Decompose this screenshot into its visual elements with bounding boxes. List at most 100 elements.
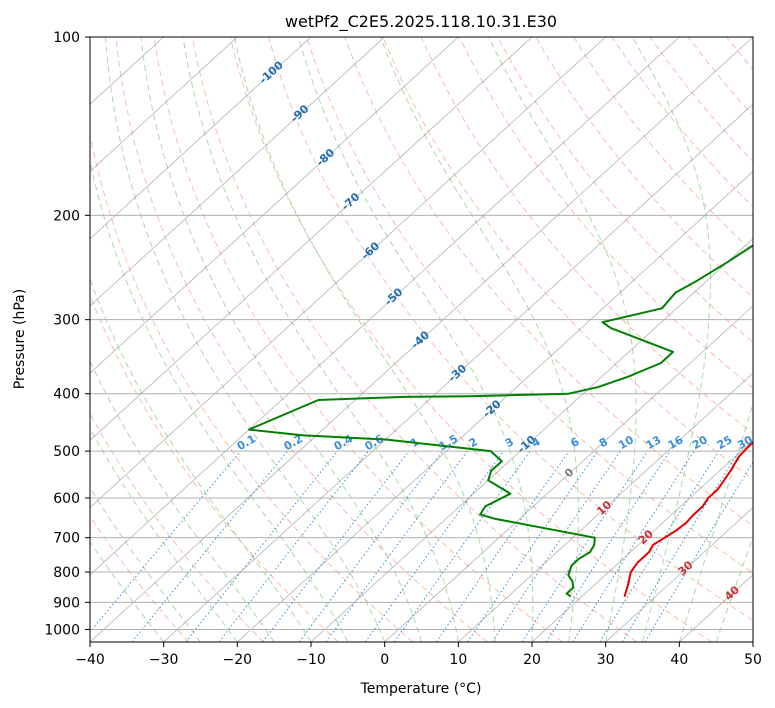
dry-adiabat-line — [344, 37, 753, 527]
y-tick-label: 1000 — [44, 622, 80, 638]
y-axis-title: Pressure (hPa) — [12, 289, 28, 389]
dry-adiabat-line — [535, 37, 753, 298]
mixing-ratio-label: 1.5 — [437, 432, 460, 453]
dry-adiabat-line — [611, 37, 753, 208]
mixing-ratio-line — [491, 450, 621, 642]
moist-adiabat-line — [90, 540, 165, 642]
moist-adiabat-line — [90, 427, 238, 642]
moist-adiabat-line — [715, 535, 753, 642]
mixing-ratio-line — [599, 450, 720, 642]
mixing-ratio-line — [572, 450, 695, 642]
x-tick-label: 50 — [744, 652, 762, 668]
isotherm-line — [163, 103, 753, 642]
isotherm-line — [605, 507, 753, 642]
isotherm-line — [90, 37, 753, 642]
isotherm-line — [531, 439, 753, 642]
temperature-line — [623, 441, 753, 597]
isotherm-line — [90, 37, 238, 172]
moist-adiabat-line — [182, 37, 459, 642]
x-axis: −40 −30 −20 −10 0 10 20 30 40 50 — [75, 642, 762, 668]
mixing-ratio-line — [621, 450, 740, 642]
mixing-ratio-line — [185, 450, 338, 642]
y-tick-label: 100 — [53, 30, 80, 46]
mixing-ratio-line — [90, 450, 242, 633]
moist-adiabat-line — [140, 37, 422, 642]
mixing-ratio-label: 8 — [597, 435, 610, 450]
y-tick-label: 600 — [53, 491, 80, 507]
mixing-ratio-line — [218, 450, 369, 642]
mixing-ratio-label: 6 — [568, 435, 581, 450]
mixing-ratio-label: 0.6 — [362, 432, 386, 453]
x-tick-label: 20 — [523, 652, 541, 668]
isotherm-line — [237, 170, 753, 642]
dry-adiabat-line — [306, 37, 753, 574]
dry-adiabat-line — [496, 37, 753, 344]
isotherm-line — [90, 37, 533, 441]
mixing-ratio-line — [545, 450, 671, 642]
chart-title: wetPf2_C2E5.2025.118.10.31.E30 — [285, 12, 557, 32]
y-tick-label: 700 — [53, 531, 80, 547]
y-tick-label: 900 — [53, 595, 80, 611]
series-lines — [248, 244, 753, 598]
plot-frame — [89, 36, 754, 643]
dry-adiabat-line — [115, 37, 488, 642]
isotherm-line — [458, 372, 753, 642]
moist-adiabat-line — [678, 401, 753, 642]
y-tick-label: 500 — [53, 444, 80, 460]
moist-adiabat-line — [90, 158, 349, 642]
x-tick-label: −20 — [223, 652, 253, 668]
mixing-ratio-label: 25 — [715, 433, 735, 452]
mixing-ratio-line — [131, 450, 288, 642]
moist-adiabat-line — [105, 37, 386, 642]
dry-adiabat-line — [90, 131, 414, 642]
isotherm-line — [752, 641, 753, 642]
isotherm-line — [90, 37, 459, 374]
dry-adiabat-line — [382, 37, 753, 481]
background-lines — [90, 37, 775, 642]
x-tick-label: 30 — [597, 652, 615, 668]
x-tick-label: −40 — [75, 652, 105, 668]
mixing-ratio-line — [364, 450, 505, 642]
mixing-ratio-line — [435, 450, 570, 642]
moist-adiabat-line — [90, 277, 312, 642]
isotherm-line — [90, 37, 680, 576]
isotherm-line — [90, 37, 606, 509]
y-tick-label: 400 — [53, 387, 80, 403]
dry-adiabat-line — [153, 37, 563, 642]
x-tick-label: 0 — [380, 652, 389, 668]
isotherm-line — [90, 37, 385, 307]
mixing-ratio-label: 20 — [690, 433, 710, 452]
mixing-ratio-label: 13 — [644, 433, 664, 452]
moist-adiabat-line — [233, 37, 496, 642]
dry-adiabat-line — [649, 37, 753, 163]
mixing-ratio-line — [262, 450, 410, 642]
dry-adiabat-line — [229, 37, 712, 642]
moist-adiabat-line — [632, 37, 711, 642]
moist-adiabat-line — [297, 37, 534, 642]
dry-adiabat-line — [90, 412, 264, 642]
mixing-ratio-label: 16 — [666, 433, 686, 452]
y-tick-label: 800 — [53, 565, 80, 581]
y-tick-label: 300 — [53, 313, 80, 329]
dry-adiabat-line — [191, 37, 638, 642]
y-tick-label: 200 — [53, 208, 80, 224]
x-tick-label: 40 — [670, 652, 688, 668]
moist-adiabat-line — [90, 359, 275, 642]
dry-adiabat-line — [268, 37, 753, 622]
mixing-ratio-label: 10 — [616, 433, 636, 452]
x-axis-title: Temperature (°C) — [360, 681, 482, 697]
dry-adiabat-line — [687, 37, 753, 117]
moist-adiabat-line — [380, 37, 579, 642]
dewpoint-line — [248, 244, 753, 598]
dry-adiabat-line — [765, 37, 775, 642]
moist-adiabat-line — [90, 486, 201, 642]
dry-adiabat-line — [420, 37, 753, 435]
isotherm-line — [90, 37, 312, 240]
isotherm-label: -100 — [257, 58, 286, 86]
dry-adiabat-line — [90, 515, 190, 642]
mixing-ratio-line — [467, 450, 599, 642]
mixing-ratio-line — [393, 450, 531, 642]
dry-adiabat-line — [726, 37, 753, 71]
